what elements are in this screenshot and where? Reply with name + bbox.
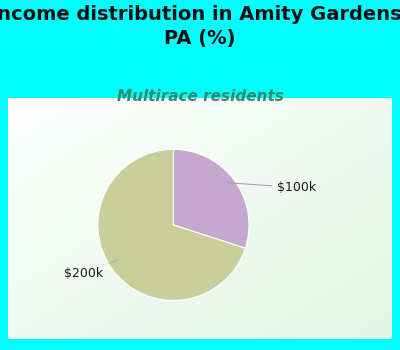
Wedge shape [174, 149, 249, 248]
Text: Income distribution in Amity Gardens,
PA (%): Income distribution in Amity Gardens, PA… [0, 5, 400, 48]
Text: Multirace residents: Multirace residents [116, 89, 284, 104]
Text: $200k: $200k [64, 260, 118, 280]
Text: $100k: $100k [224, 181, 316, 194]
Wedge shape [98, 149, 245, 300]
